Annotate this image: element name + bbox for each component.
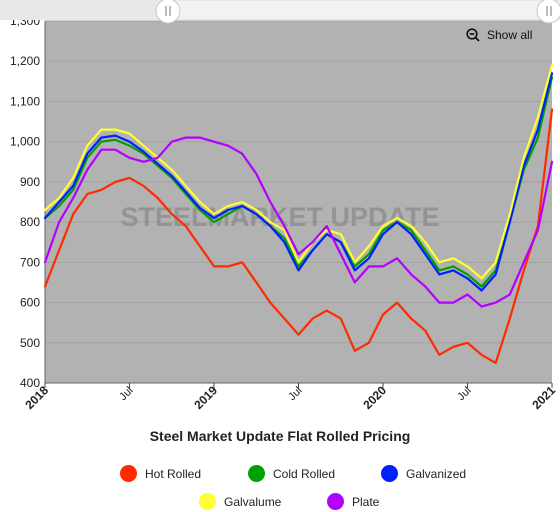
x-tick-label: Jul xyxy=(117,385,135,403)
x-tick-label: Jul xyxy=(455,385,473,403)
series-line-cold-rolled xyxy=(43,76,554,288)
legend-swatch xyxy=(327,493,344,510)
legend-item-hot-rolled[interactable]: Hot Rolled xyxy=(120,465,201,482)
series-line-galvalume xyxy=(43,64,554,280)
line-chart: STEELMARKET UPDATE 4005006007008009001,0… xyxy=(0,0,560,412)
legend-item-galvalume[interactable]: Galvalume xyxy=(199,493,281,510)
series-line-hot-rolled xyxy=(43,108,554,364)
x-axis-ticks: 2018 Jul 2019 Jul 2020 Jul 2021 xyxy=(22,383,558,412)
y-tick-label: 900 xyxy=(20,175,40,189)
legend-label: Plate xyxy=(352,494,380,509)
navigator-right-handle[interactable] xyxy=(536,0,560,24)
show-all-button[interactable]: Show all xyxy=(466,28,532,42)
legend-item-cold-rolled[interactable]: Cold Rolled xyxy=(248,465,335,482)
show-all-label: Show all xyxy=(487,28,533,42)
navigator-scrollbar[interactable] xyxy=(0,0,560,24)
legend-label: Hot Rolled xyxy=(145,466,202,481)
y-tick-label: 1,200 xyxy=(10,54,40,68)
y-tick-label: 1,100 xyxy=(10,94,40,108)
zoom-out-icon xyxy=(466,28,480,42)
legend-label: Galvanized xyxy=(406,466,467,481)
legend-item-galvanized[interactable]: Galvanized xyxy=(381,465,466,482)
series-line-galvanized xyxy=(43,72,554,292)
plot-area xyxy=(45,21,552,383)
legend-swatch xyxy=(381,465,398,482)
y-tick-label: 800 xyxy=(20,215,40,229)
series-line-plate xyxy=(43,136,554,308)
legend-swatch xyxy=(248,465,265,482)
navigator-left-handle[interactable] xyxy=(155,0,181,24)
y-tick-label: 700 xyxy=(20,255,40,269)
y-tick-label: 400 xyxy=(20,376,40,390)
x-tick-label: 2020 xyxy=(360,383,389,412)
legend-swatch xyxy=(120,465,137,482)
legend-swatch xyxy=(199,493,216,510)
x-tick-label: 2021 xyxy=(529,383,558,412)
legend-label: Galvalume xyxy=(224,494,282,509)
legend-item-plate[interactable]: Plate xyxy=(327,493,379,510)
y-tick-label: 500 xyxy=(20,336,40,350)
x-tick-label: Jul xyxy=(286,385,304,403)
gridlines xyxy=(44,20,552,384)
y-tick-label: 600 xyxy=(20,296,40,310)
x-tick-label: 2019 xyxy=(191,383,220,412)
legend-label: Cold Rolled xyxy=(273,466,336,481)
chart-title: Steel Market Update Flat Rolled Pricing xyxy=(149,428,411,444)
legend: Hot Rolled Cold Rolled Galvanized Galval… xyxy=(0,462,560,512)
series-lines xyxy=(43,64,554,364)
y-tick-label: 1,000 xyxy=(10,135,40,149)
